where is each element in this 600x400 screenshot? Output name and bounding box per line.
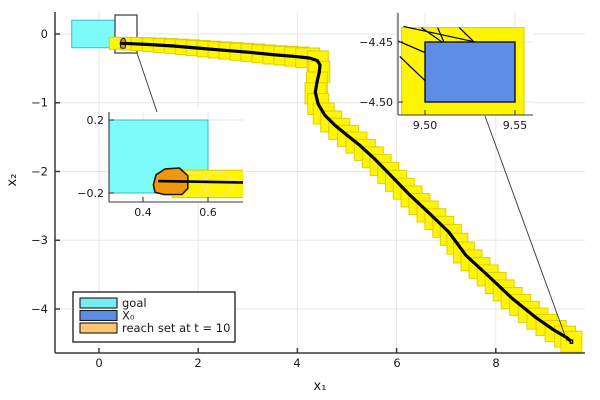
x-tick-0: 0 [95,356,102,370]
legend: goal X₀ reach set at t = 10 [72,291,236,343]
x-tick-4: 4 [293,356,300,370]
flowpipe-arc [202,171,234,197]
inset-zoom-origin [108,108,244,203]
connector-line-inset2-to-endpoint [484,115,568,342]
y-tick-m2: −2 [31,165,48,179]
inset2-content [398,25,525,115]
main-axes [54,12,585,354]
y-tick-m3: −3 [31,233,48,247]
trajectory-line [119,41,574,344]
inset2-x0-set [424,41,516,103]
connector-line-lens-to-inset1 [136,52,158,113]
main-plot-content [71,14,583,353]
legend-label-goal: goal [122,296,147,310]
inset2-y-tick-bottom: −4.50 [359,96,393,109]
inset1-y-tick-bottom: −0.2 [77,187,104,200]
inset1-x-tick-left: 0.4 [134,206,152,219]
inset1-tick-labels: 0.2 −0.2 0.4 0.6 [77,114,216,219]
inset1-y-tick-top: 0.2 [87,114,105,127]
main-gridlines [55,12,585,353]
legend-label-reach: reach set at t = 10 [122,321,230,335]
y-tick-m4: −4 [31,302,48,316]
x-axis-label: x₁ [314,379,327,394]
x-tick-6: 6 [393,356,400,370]
x-tick-2: 2 [194,356,201,370]
x-tick-8: 8 [492,356,499,370]
inset2-tick-labels: −4.45 −4.50 9.50 9.55 [359,36,527,132]
inset1-x-tick-right: 0.6 [199,206,217,219]
inset2-x-tick-right: 9.55 [503,119,528,132]
y-tick-0: 0 [41,27,48,41]
y-axis-tick-labels: 0 −1 −2 −3 −4 [31,27,48,316]
legend-label-x0: X₀ [122,309,135,323]
inset2-x-tick-left: 9.50 [413,119,438,132]
inset1-trajectory-line [158,179,243,184]
inset-zoom-x0 [397,12,534,116]
legend-swatch-goal [79,297,118,309]
legend-swatch-x0 [79,309,118,322]
y-axis-label: x₂ [5,174,20,187]
y-tick-m1: −1 [31,96,48,110]
inset2-y-tick-top: −4.45 [359,36,393,49]
x-axis-tick-labels: 0 2 4 6 8 [95,356,499,370]
inset2-trajectory-segment [403,25,481,44]
x0-set [569,339,574,344]
legend-swatch-reach [79,322,118,334]
inset1-content [109,119,243,199]
